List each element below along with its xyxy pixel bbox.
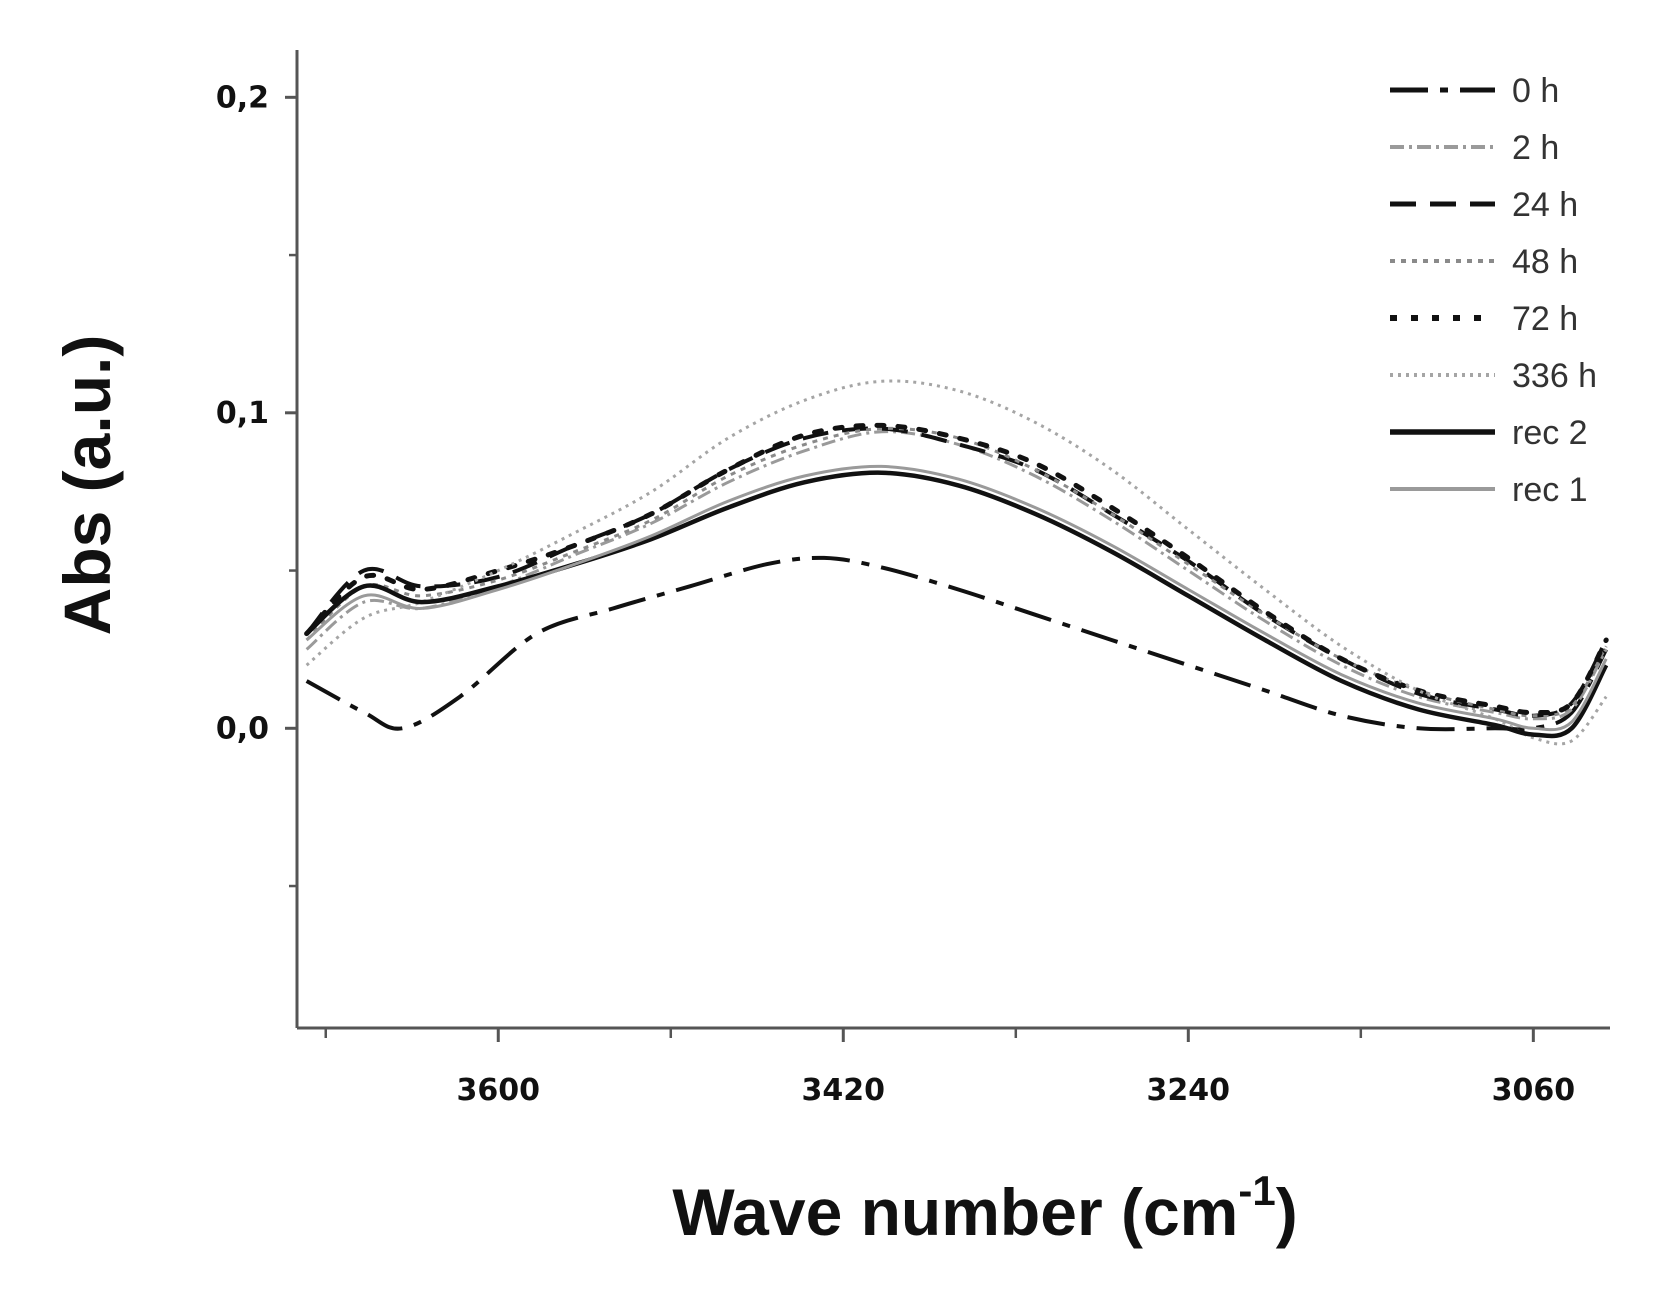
- x-tick-label: 3600: [457, 1073, 541, 1108]
- axes: 0,0 0,1 0,2 3600 3420 3240 3060: [216, 50, 1610, 1108]
- series-line-72-h: [304, 422, 1609, 716]
- series-line-24-h: [305, 426, 1608, 718]
- y-tick-label: 0,1: [216, 396, 269, 431]
- y-tick-label: 0,2: [216, 80, 269, 115]
- legend-label-rec-1: rec 1: [1512, 471, 1588, 509]
- y-tick-label: 0,0: [216, 711, 269, 746]
- x-tick-label: 3060: [1492, 1073, 1576, 1108]
- legend-label-336-h: 336 h: [1512, 357, 1597, 395]
- y-axis-title: Abs (a.u.): [50, 335, 124, 636]
- x-axis-title-tail: ): [1276, 1175, 1298, 1249]
- legend-label-rec-2: rec 2: [1512, 414, 1588, 452]
- series-line-48-h: [305, 426, 1608, 718]
- x-axis-title: Wave number (cm-1): [672, 1167, 1297, 1249]
- series-layer: [304, 379, 1609, 746]
- legend-label-72-h: 72 h: [1512, 300, 1578, 338]
- series-line-rec-1: [305, 464, 1608, 732]
- x-tick-label: 3240: [1147, 1073, 1231, 1108]
- series-line-2-h: [305, 430, 1608, 721]
- legend-label-48-h: 48 h: [1512, 243, 1578, 281]
- x-axis-title-main: Wave number (cm: [672, 1175, 1238, 1249]
- legend-label-24-h: 24 h: [1512, 186, 1578, 224]
- x-tick-label: 3420: [802, 1073, 886, 1108]
- x-axis-title-sup: -1: [1238, 1167, 1275, 1214]
- series-line-0-h: [305, 555, 1608, 732]
- series-line-rec-2: [305, 470, 1609, 739]
- series-line-336-h: [305, 379, 1608, 746]
- legend-label-0-h: 0 h: [1512, 72, 1559, 110]
- legend: 0 h 2 h 24 h 48 h 72 h 336 h rec 2 rec 1: [1390, 72, 1597, 509]
- legend-label-2-h: 2 h: [1512, 129, 1559, 167]
